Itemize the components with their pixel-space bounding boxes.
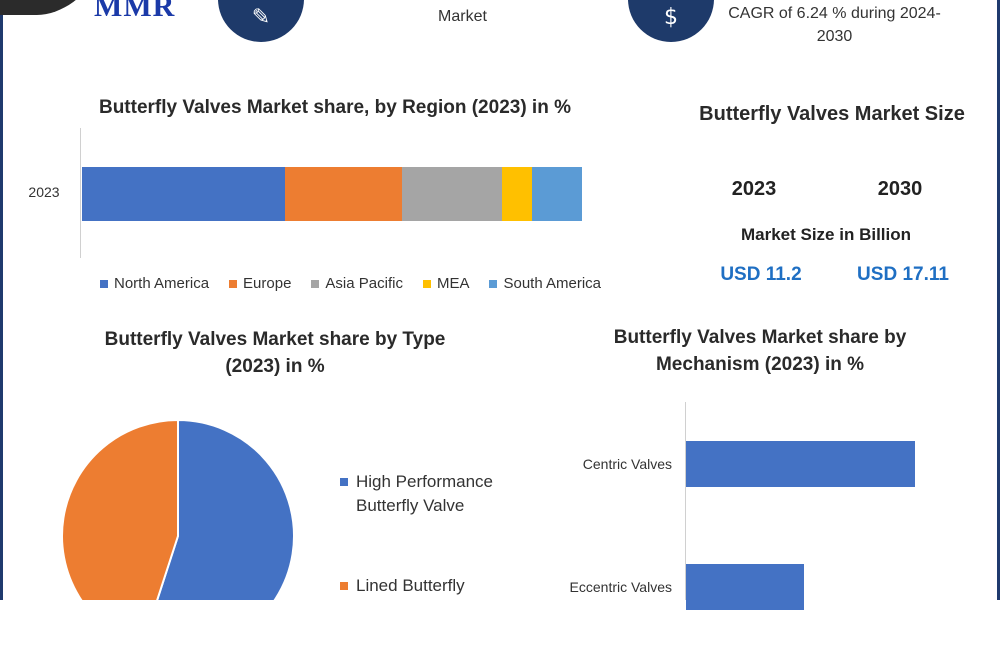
type-legend-item: High Performance Butterfly Valve <box>340 470 540 518</box>
logo-text: MMR <box>94 0 176 23</box>
region-bar-segment-mea <box>502 167 532 221</box>
region-legend-swatch <box>311 279 320 288</box>
market-size-unit-label: Market Size in Billion <box>740 225 912 244</box>
header-cagr-text: CAGR of 6.24 % during 2024-2030 <box>728 5 941 45</box>
region-legend-item: Asia Pacific <box>311 275 403 292</box>
mechanism-chart-axis <box>685 402 686 600</box>
region-legend-label: MEA <box>436 275 470 292</box>
region-chart-axis <box>80 128 81 258</box>
region-legend-swatch <box>229 279 238 288</box>
region-legend-item: Europe <box>229 275 291 292</box>
pie-slice-high-performance <box>156 418 295 600</box>
mechanism-category-label: Centric Valves <box>582 456 672 472</box>
pen-icon: ✎ <box>218 0 304 42</box>
type-legend: High Performance Butterfly Valve Lined Bu… <box>340 470 540 654</box>
type-legend-label: Lined Butterfly <box>356 576 465 595</box>
frame-right-border <box>997 0 1000 600</box>
region-bar-segment-europe <box>284 167 402 221</box>
type-legend-item: Lined Butterfly <box>340 574 540 598</box>
region-legend-swatch <box>422 279 431 288</box>
region-stacked-bar <box>82 167 582 221</box>
mechanism-bar-eccentric-valves <box>686 564 804 610</box>
type-chart-title: Butterfly Valves Market share by Type (2… <box>104 329 446 377</box>
region-legend-label: South America <box>503 275 602 292</box>
region-legend-item: MEA <box>422 275 470 292</box>
pie-slice-lined <box>61 418 179 600</box>
region-legend-label: Europe <box>243 275 292 292</box>
type-legend-swatch <box>340 582 348 590</box>
region-legend-item: North America <box>100 275 209 292</box>
market-size-year-2023: 2023 <box>731 178 777 200</box>
region-legend-item: South America <box>489 275 601 292</box>
region-legend-label: North America <box>114 275 210 292</box>
market-size-year-2030: 2030 <box>877 178 923 200</box>
mechanism-chart-title: Butterfly Valves Market share by Mechani… <box>613 327 907 375</box>
region-bar-segment-asia-pacific <box>402 167 502 221</box>
region-legend: North America Europe Asia Pacific MEA South … <box>100 275 660 292</box>
market-size-title: Butterfly Valves Market Size <box>699 103 965 125</box>
logo-mark <box>0 0 99 15</box>
region-legend-label: Asia Pacific <box>325 275 403 292</box>
type-legend-swatch <box>340 478 348 486</box>
type-pie-chart <box>61 418 295 600</box>
header-market-label: Market <box>438 8 487 25</box>
type-legend-label: High Performance Butterfly Valve <box>356 472 494 515</box>
mechanism-bar-centric-valves <box>686 441 915 487</box>
region-category-label: 2023 <box>28 184 60 200</box>
region-chart-title: Butterfly Valves Market share, by Region… <box>98 97 571 118</box>
market-size-value-2023: USD 11.2 <box>720 264 802 285</box>
region-legend-swatch <box>100 279 108 288</box>
frame-left-border <box>0 0 3 600</box>
region-bar-segment-south-america <box>532 167 582 221</box>
region-bar-segment-north-america <box>82 167 285 221</box>
market-size-value-2030: USD 17.11 <box>857 264 949 285</box>
growth-icon: $ <box>628 0 714 42</box>
region-legend-swatch <box>489 279 498 288</box>
mechanism-category-label: Eccentric Valves <box>569 579 672 595</box>
